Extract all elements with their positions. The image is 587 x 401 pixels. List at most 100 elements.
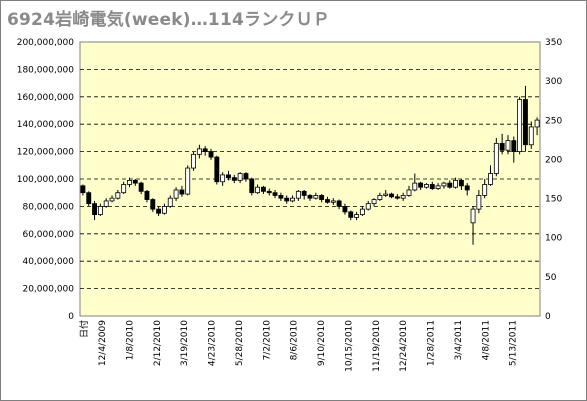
candle-body — [284, 197, 290, 202]
left-tick-label: 140,000,000 — [17, 120, 75, 130]
candle-body — [191, 153, 196, 169]
candle-body — [470, 208, 476, 224]
left-tick-label: 0 — [68, 312, 74, 322]
candle-body — [278, 195, 284, 199]
candle-body — [493, 142, 499, 174]
candle-body — [156, 208, 162, 214]
candle-body — [505, 140, 511, 151]
candle-body — [260, 186, 266, 192]
candle-body — [330, 200, 336, 203]
x-tick-label: 11/19/2010 — [372, 320, 382, 372]
candle-body — [534, 119, 540, 128]
x-axis-ticks: 日付 12/4/2009 1/8/2010 2/12/2010 3/19/2010 4/2… — [79, 320, 519, 372]
candle-body — [161, 205, 167, 214]
x-tick-label: 3/19/2010 — [180, 320, 190, 366]
candle-body — [406, 189, 412, 196]
candle-body — [214, 156, 220, 183]
x-tick-label: 12/24/2010 — [399, 320, 409, 372]
left-tick-label: 60,000,000 — [22, 230, 74, 240]
candle-body — [383, 193, 389, 196]
candle-body — [307, 195, 313, 199]
candle-body — [499, 142, 505, 151]
right-tick-label: 100 — [545, 234, 562, 244]
candle-body — [418, 182, 424, 188]
left-tick-label: 100,000,000 — [17, 175, 75, 185]
x-tick-label: 12/4/2009 — [98, 320, 108, 366]
candle-body — [447, 182, 453, 188]
candle-body — [208, 151, 214, 158]
candle-body — [424, 184, 429, 188]
candle-body — [371, 199, 377, 205]
candle-body — [400, 195, 406, 199]
candle-body — [342, 205, 348, 213]
candle-body — [255, 186, 261, 194]
candle-body — [412, 182, 418, 191]
candle-body — [231, 177, 237, 181]
candle-body — [266, 190, 272, 194]
candle-body — [435, 185, 441, 189]
candle-body — [80, 185, 86, 194]
candle-body — [394, 196, 400, 199]
candle-body — [179, 189, 185, 195]
x-tick-label: 4/8/2011 — [481, 320, 491, 360]
candle-body — [103, 200, 109, 207]
candle-body — [115, 192, 121, 199]
candle-body — [389, 193, 394, 198]
candle-body — [92, 203, 97, 216]
candle-body — [173, 189, 179, 199]
candle-body — [365, 203, 371, 210]
candle-body — [325, 199, 330, 203]
left-tick-label: 160,000,000 — [17, 93, 75, 103]
candle-body — [243, 173, 249, 180]
chart-title: 6924岩崎電気(week)…114ランクＵＰ — [7, 10, 331, 30]
left-tick-label: 200,000,000 — [17, 38, 75, 48]
plot-area — [79, 41, 541, 317]
left-tick-label: 40,000,000 — [22, 257, 74, 267]
candle-body — [290, 197, 295, 202]
candle-body — [109, 197, 115, 202]
x-tick-label: 2/12/2010 — [153, 320, 163, 366]
candle-body — [488, 173, 493, 185]
x-tick-label: 5/13/2011 — [509, 320, 519, 366]
candle-body — [185, 167, 191, 195]
candle-body — [301, 190, 307, 196]
right-tick-label: 300 — [545, 77, 562, 87]
right-tick-label: 250 — [545, 116, 562, 126]
candle-body — [359, 208, 365, 216]
x-tick-label: 9/10/2010 — [317, 320, 327, 366]
right-axis-ticks: 0 50 100 150 200 250 300 350 — [545, 38, 562, 322]
candle-body — [295, 190, 301, 199]
candle-body — [150, 199, 156, 210]
candle-body — [226, 174, 231, 179]
right-tick-label: 200 — [545, 155, 562, 165]
candle-body — [523, 99, 528, 146]
left-tick-label: 120,000,000 — [17, 148, 75, 158]
candle-body — [511, 140, 517, 152]
x-tick-label: 8/6/2010 — [290, 320, 300, 361]
candle-body — [97, 205, 103, 216]
candle-body — [127, 179, 132, 185]
candle-body — [453, 179, 459, 188]
candle-body — [336, 200, 342, 207]
left-tick-label: 180,000,000 — [17, 65, 75, 75]
candle-body — [354, 214, 360, 218]
x-tick-label: 5/28/2010 — [235, 320, 245, 366]
left-axis-ticks: 0 20,000,000 40,000,000 60,000,000 80,000,00… — [17, 38, 75, 322]
right-tick-label: 350 — [545, 38, 562, 48]
candle-body — [272, 192, 278, 196]
x-tick-label: 4/23/2010 — [208, 320, 218, 366]
x-tick-label: 1/28/2011 — [427, 320, 437, 366]
candle-body — [319, 195, 325, 200]
candle-body — [313, 195, 319, 199]
candle-body — [458, 179, 464, 187]
x-tick-label: 日付 — [79, 320, 90, 338]
x-tick-label: 10/15/2010 — [344, 320, 354, 372]
x-tick-label: 1/8/2010 — [125, 320, 135, 361]
candle-body — [167, 197, 173, 207]
candle-body — [482, 184, 488, 196]
candle-body — [377, 195, 383, 200]
candle-body — [441, 182, 447, 187]
candle-body — [249, 178, 255, 194]
candle-body — [202, 148, 208, 153]
